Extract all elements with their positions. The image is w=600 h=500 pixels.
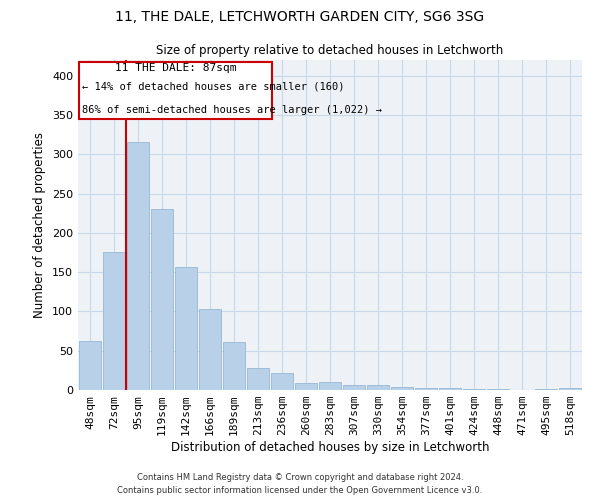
Bar [223,342,245,390]
Bar [415,388,437,390]
FancyBboxPatch shape [79,62,272,119]
Bar [151,210,173,390]
Bar [439,388,461,390]
Text: 11 THE DALE: 87sqm: 11 THE DALE: 87sqm [115,63,236,73]
X-axis label: Distribution of detached houses by size in Letchworth: Distribution of detached houses by size … [171,441,489,454]
Text: 86% of semi-detached houses are larger (1,022) →: 86% of semi-detached houses are larger (… [82,105,382,115]
Bar [463,389,485,390]
Bar [295,383,317,390]
Y-axis label: Number of detached properties: Number of detached properties [34,132,46,318]
Text: Contains HM Land Registry data © Crown copyright and database right 2024.
Contai: Contains HM Land Registry data © Crown c… [118,474,482,495]
Bar [535,389,557,390]
Text: ← 14% of detached houses are smaller (160): ← 14% of detached houses are smaller (16… [82,82,344,92]
Bar [391,387,413,390]
Bar [247,368,269,390]
Bar [175,266,197,390]
Title: Size of property relative to detached houses in Letchworth: Size of property relative to detached ho… [157,44,503,58]
Bar [127,142,149,390]
Bar [271,372,293,390]
Bar [487,389,509,390]
Bar [199,309,221,390]
Bar [103,252,125,390]
Bar [79,342,101,390]
Text: 11, THE DALE, LETCHWORTH GARDEN CITY, SG6 3SG: 11, THE DALE, LETCHWORTH GARDEN CITY, SG… [115,10,485,24]
Bar [319,382,341,390]
Bar [367,386,389,390]
Bar [343,384,365,390]
Bar [559,388,581,390]
